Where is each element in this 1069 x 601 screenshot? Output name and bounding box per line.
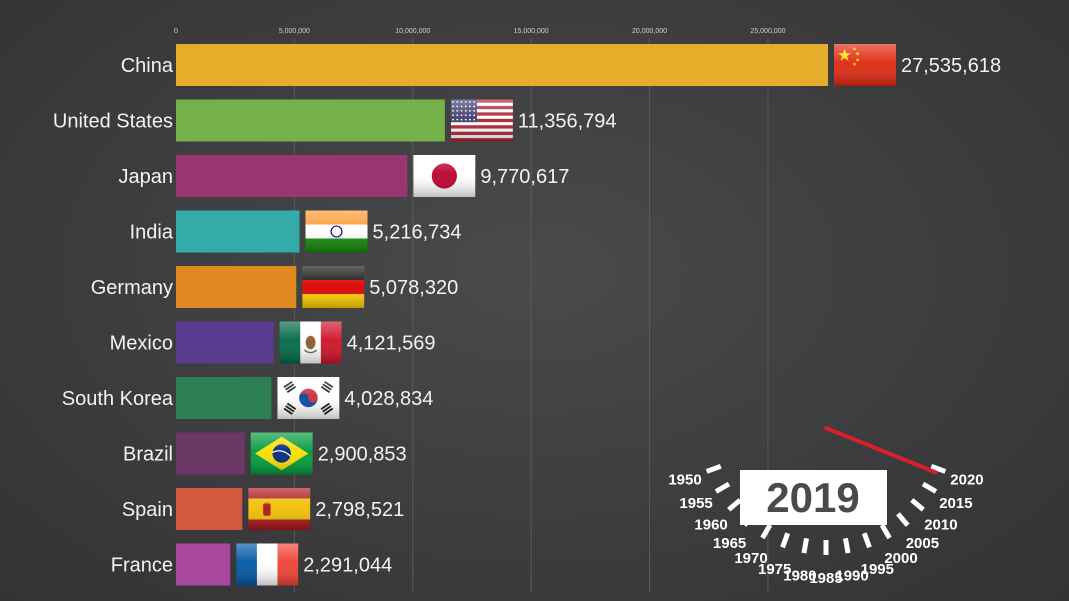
current-year-box	[740, 470, 887, 525]
dial-tick	[896, 512, 910, 527]
dial-year-label: 1950	[668, 471, 701, 488]
x-tick-label: 25,000,000	[750, 28, 785, 35]
bar-row: South Korea 4,028,834	[62, 377, 433, 419]
dial-tick	[879, 523, 892, 540]
dial-year-label: 2010	[924, 516, 957, 533]
category-label: Germany	[91, 277, 173, 299]
category-label: France	[111, 555, 173, 577]
flag-spain-icon	[248, 488, 311, 530]
dial-year-label: 2005	[906, 535, 939, 552]
value-label: 4,121,569	[347, 333, 436, 355]
flag-south-korea-icon	[277, 377, 340, 419]
bar	[176, 543, 231, 586]
dial-year-label: 1955	[679, 495, 712, 512]
category-label: Japan	[119, 166, 174, 188]
bar	[176, 210, 300, 253]
dial-year-label: 1980	[783, 568, 816, 585]
flag-france-icon	[236, 543, 299, 586]
bar	[176, 321, 274, 364]
dial-tick	[930, 463, 947, 474]
category-label: Mexico	[110, 333, 173, 355]
bar-row: Mexico 4,121,569	[110, 321, 436, 364]
value-label: 9,770,617	[480, 166, 569, 188]
bar	[176, 44, 828, 86]
dial-year-label: 1965	[713, 535, 746, 552]
dial-year-label: 2000	[884, 550, 917, 567]
x-tick-label: 5,000,000	[279, 28, 310, 35]
value-label: 5,078,320	[369, 277, 458, 299]
bar-row: Japan 9,770,617	[119, 155, 569, 197]
bar-row: France 2,291,044	[111, 543, 392, 586]
bar-row: Brazil 2,900,853	[123, 432, 407, 475]
dial-tick	[705, 463, 722, 474]
x-tick-label: 15,000,000	[514, 28, 549, 35]
flag-china-icon	[834, 44, 896, 86]
dial-tick	[727, 498, 742, 512]
dial-tick	[714, 481, 731, 494]
value-label: 27,535,618	[901, 55, 1001, 77]
x-tick-label: 20,000,000	[632, 28, 667, 35]
value-label: 2,291,044	[303, 555, 392, 577]
dial-year-label: 1985	[809, 570, 842, 587]
bar-row: United States 11,356,794	[53, 99, 617, 142]
year-dial: 1950 1955 1960 1965197019751980198519901995…	[668, 426, 984, 587]
dial-needle	[824, 426, 938, 475]
dial-year-label: 2020	[950, 471, 983, 488]
dial-tick	[760, 523, 773, 540]
dial-year-label: 1970	[734, 550, 767, 567]
dial-tick	[780, 532, 791, 549]
bar	[176, 99, 445, 142]
dial-year-label: 1960	[694, 516, 727, 533]
bar-row: China 27,535,618	[121, 44, 1001, 86]
flag-brazil-icon	[250, 432, 313, 475]
bar	[176, 377, 272, 419]
bar-row: India 5,216,734	[130, 210, 462, 253]
dial-year-label: 1995	[861, 561, 894, 578]
category-label: Spain	[122, 499, 173, 521]
flag-germany-icon	[302, 266, 365, 308]
x-tick-label: 10,000,000	[395, 28, 430, 35]
category-label: United States	[53, 111, 173, 133]
dial-year-label: 1975	[758, 561, 791, 578]
dial-year-label: 1990	[835, 568, 868, 585]
current-year-label: 2019	[766, 474, 859, 521]
bars: China 27,535,618 United States 11,356,794 Ja…	[53, 44, 1001, 586]
category-label: China	[121, 55, 174, 77]
value-label: 4,028,834	[344, 388, 433, 410]
bar-row: Spain 2,798,521	[122, 488, 404, 530]
bar	[176, 155, 408, 197]
dial-tick	[910, 498, 925, 512]
x-tick-label: 0	[174, 28, 178, 35]
bar	[176, 488, 243, 530]
flag-usa-icon	[450, 99, 513, 142]
dial-year-label: 2015	[939, 495, 972, 512]
category-label: India	[130, 222, 174, 244]
dial-tick	[861, 532, 872, 549]
flag-mexico-icon	[279, 321, 342, 364]
flag-india-icon	[305, 210, 368, 253]
value-label: 2,798,521	[315, 499, 404, 521]
category-label: Brazil	[123, 444, 173, 466]
bar	[176, 432, 245, 475]
value-label: 5,216,734	[373, 222, 462, 244]
dial-tick	[842, 537, 851, 554]
dial-tick	[801, 537, 810, 554]
value-label: 2,900,853	[318, 444, 407, 466]
x-axis-ticks: 0 5,000,000 10,000,000 15,000,000 20,000,000…	[174, 28, 786, 35]
value-label: 11,356,794	[518, 111, 617, 133]
bar	[176, 266, 297, 308]
category-label: South Korea	[62, 388, 174, 410]
flag-japan-icon	[413, 155, 476, 197]
bar-row: Germany 5,078,320	[91, 266, 458, 308]
dial-tick	[921, 481, 938, 494]
